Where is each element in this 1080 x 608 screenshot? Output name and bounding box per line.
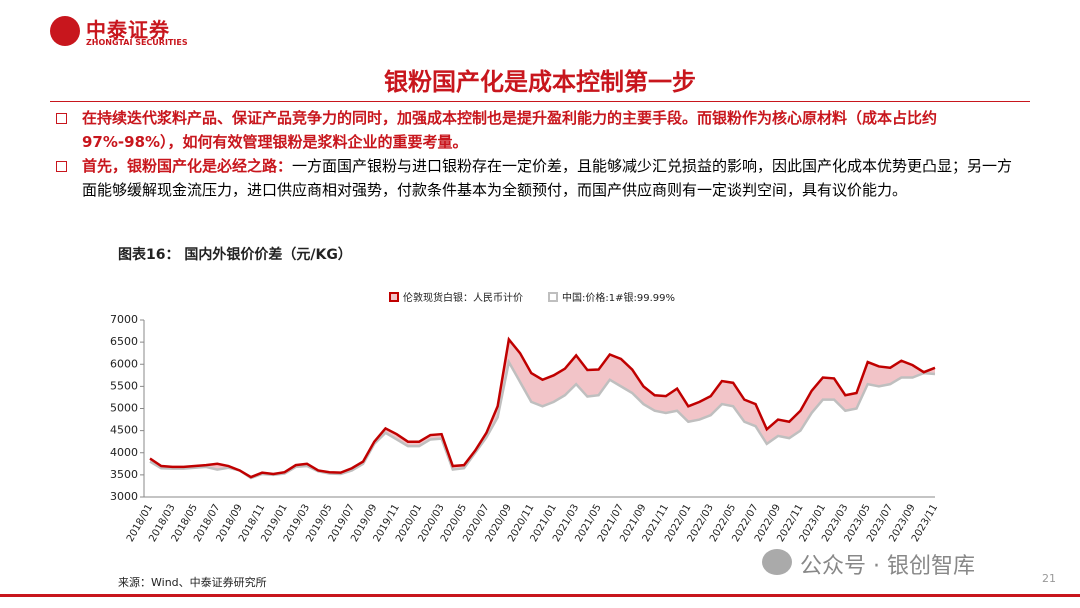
legend-swatch xyxy=(389,292,399,302)
bullet-text: 一方面国产银粉与进口银粉存在一定价差，且能够减少汇兑损益的影响，因此国产化成本优… xyxy=(82,157,1013,199)
bullet-body: 首先，银粉国产化是必经之路：一方面国产银粉与进口银粉存在一定价差，且能够减少汇兑… xyxy=(62,154,1022,202)
y-tick-label: 3000 xyxy=(110,490,138,503)
y-tick-label: 5000 xyxy=(110,402,138,415)
bottom-rule xyxy=(0,594,1080,597)
legend-swatch xyxy=(548,292,558,302)
bullet: 首先，银粉国产化是必经之路：一方面国产银粉与进口银粉存在一定价差，且能够减少汇兑… xyxy=(56,154,1022,202)
spread-area xyxy=(150,339,935,478)
bullet: 在持续迭代浆料产品、保证产品竞争力的同时，加强成本控制也是提升盈利能力的主要手段… xyxy=(56,106,1022,154)
legend-label: 伦敦现货白银：人民币计价 xyxy=(403,291,523,304)
y-tick-label: 6000 xyxy=(110,357,138,370)
series-line xyxy=(149,336,936,479)
legend-label: 中国:价格:1#银:99.99% xyxy=(562,291,675,304)
y-tick-label: 7000 xyxy=(110,313,138,326)
logo-icon xyxy=(50,16,80,46)
y-tick-label: 5500 xyxy=(110,379,138,392)
figure-title: 图表16： 国内外银价价差（元/KG） xyxy=(118,247,352,263)
title-rule xyxy=(50,101,1030,102)
y-tick-label: 4000 xyxy=(110,446,138,459)
watermark-icon xyxy=(762,549,792,575)
page-number: 21 xyxy=(1042,572,1056,585)
y-tick-label: 6500 xyxy=(110,335,138,348)
watermark: 公众号 · 银创智库 xyxy=(800,554,975,579)
y-tick-label: 4500 xyxy=(110,424,138,437)
bullet-text: 在持续迭代浆料产品、保证产品竞争力的同时，加强成本控制也是提升盈利能力的主要手段… xyxy=(82,109,938,151)
company-name: 中泰证券 xyxy=(86,18,170,42)
company-en: ZHONGTAI SECURITIES xyxy=(86,38,188,47)
slide-title: 银粉国产化是成本控制第一步 xyxy=(384,68,696,96)
bullet-lead: 首先，银粉国产化是必经之路： xyxy=(82,157,293,175)
y-tick-label: 3500 xyxy=(110,468,138,481)
source: 来源：Wind、中泰证券研究所 xyxy=(118,576,267,589)
